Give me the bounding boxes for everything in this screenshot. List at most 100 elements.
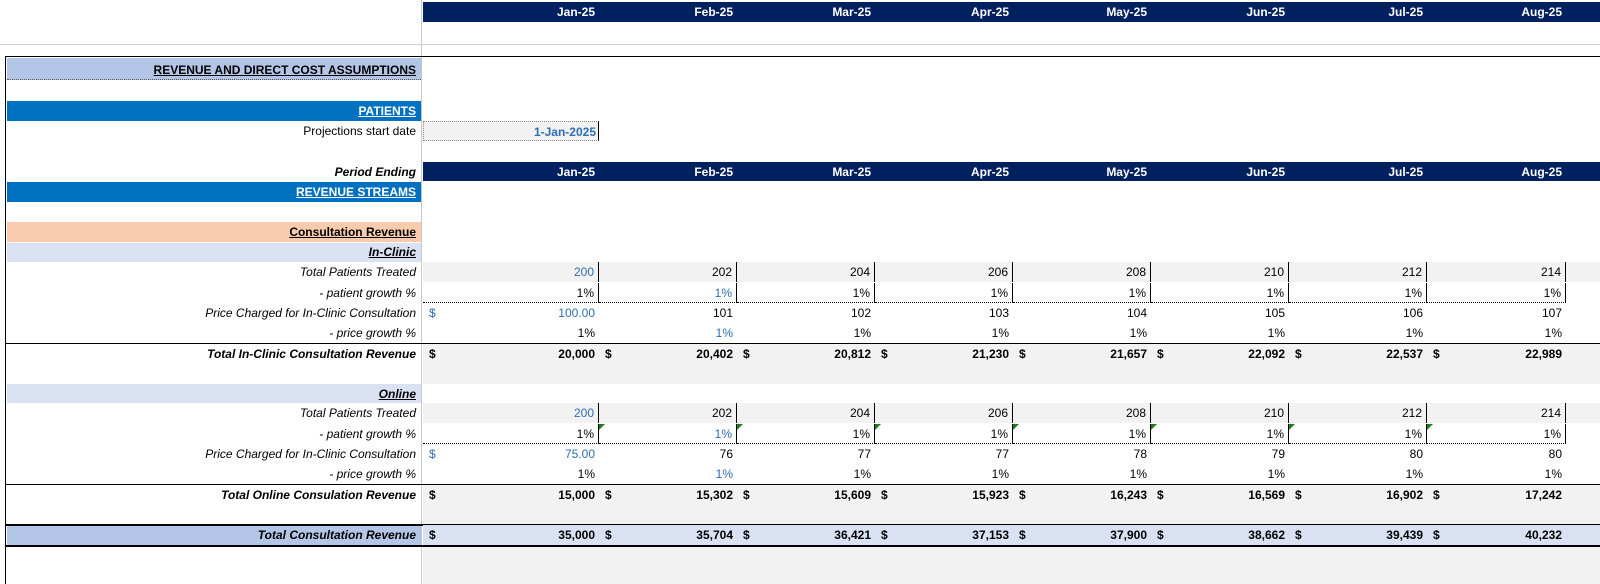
in-clinic-patients-cell-6: 212 [1289,262,1427,282]
online-price-cell-0[interactable]: $75.00 [423,444,599,464]
cell-value: 100.00 [558,306,595,320]
patients-band [7,101,421,121]
online-price-cell-1: 76 [599,444,737,464]
cell-value: 40,232 [1525,528,1562,542]
dollar-sign: $ [1433,347,1440,361]
dollar-sign: $ [605,488,612,502]
online-price-growth-cell-1[interactable]: 1% [599,464,737,484]
in-clinic-price-cell-3: 103 [875,303,1013,323]
online-price-growth-cell-5: 1% [1151,464,1289,484]
cell-value: 1% [1128,286,1146,300]
online-patient-growth-cell-7: 1% [1427,424,1566,444]
total-consultation-row: $35,000 $35,704 $36,421 $37,153 $37,900 $38,6… [423,525,1600,545]
online-total-cell-2: $15,609 [737,485,875,505]
online-patient-growth-label: - patient growth % [319,427,416,441]
cell-value: 206 [987,406,1008,420]
period-month-cells: Jan-25 Feb-25 Mar-25 Apr-25 May-25 Jun-25 Jul-… [423,162,1600,181]
in-clinic-patients-cell-3: 206 [875,262,1013,282]
online-patients-cell-3: 206 [875,403,1013,423]
in-clinic-patients-row: 200 202 204 206 208 210 212 214 [423,262,1600,282]
dollar-sign: $ [1157,347,1164,361]
cell-value: 37,153 [972,528,1009,542]
total-consultation-cell-1: $35,704 [599,525,737,545]
cell-value: 208 [1125,265,1146,279]
cell-value: 15,302 [696,488,733,502]
cell-value: 208 [1125,406,1146,420]
online-total-cell-7: $17,242 [1427,485,1566,505]
in-clinic-price-growth-cell-6: 1% [1289,323,1427,343]
online-patient-growth-cell-6: 1% [1289,424,1427,444]
dollar-sign: $ [1019,347,1026,361]
in-clinic-total-cell-2: $20,812 [737,344,875,364]
in-clinic-patient-growth-cell-5: 1% [1151,283,1289,303]
online-total-cell-0: $15,000 [423,485,599,505]
online-price-growth-row: 1% 1% 1% 1% 1% 1% 1% 1% [423,464,1600,484]
dollar-sign: $ [429,347,436,361]
cell-value: 1% [853,467,871,481]
in-clinic-price-growth-cell-3: 1% [875,323,1013,343]
comment-indicator-icon [1013,424,1019,430]
in-clinic-patient-growth-cell-3: 1% [875,283,1013,303]
cell-value: 21,230 [972,347,1009,361]
total-consultation-cell-3: $37,153 [875,525,1013,545]
cell-value: 1% [990,427,1008,441]
in-clinic-price-growth-cell-1[interactable]: 1% [599,323,737,343]
cell-value: 36,421 [834,528,871,542]
in-clinic-patient-growth-cell-1[interactable]: 1% [599,283,737,303]
online-heading: Online [378,387,416,401]
cell-value: 39,439 [1386,528,1423,542]
online-total-cell-6: $16,902 [1289,485,1427,505]
online-patients-row: 200 202 204 206 208 210 212 214 [423,403,1600,423]
online-patient-growth-cell-1[interactable]: 1% [599,424,737,444]
cell-value: 22,537 [1386,347,1423,361]
cell-value: 1% [991,326,1009,340]
online-total-row: $15,000 $15,302 $15,609 $15,923 $16,243 $16,5… [423,485,1600,524]
cell-value: 77 [857,447,871,461]
in-clinic-patient-growth-cell-2: 1% [737,283,875,303]
projections-start-date-input[interactable]: 1-Jan-2025 [423,121,599,141]
cell-value: 1% [852,427,870,441]
cell-value: 79 [1271,447,1285,461]
dollar-sign: $ [743,528,750,542]
dollar-sign: $ [1157,528,1164,542]
in-clinic-patients-cell-0[interactable]: 200 [423,262,599,282]
in-clinic-price-cell-7: 107 [1427,303,1566,323]
period-ending-header: Jan-25 Feb-25 Mar-25 Apr-25 May-25 Jun-25 Jul-… [423,162,1600,181]
in-clinic-price-cell-0[interactable]: $100.00 [423,303,599,323]
period-month-header-cell-7: Aug-25 [1521,164,1562,179]
total-consultation-cell-0: $35,000 [423,525,599,545]
online-patient-growth-cell-5: 1% [1151,424,1289,444]
cell-value: 212 [1401,265,1422,279]
online-total-cell-3: $15,923 [875,485,1013,505]
cell-value: 1% [1128,427,1146,441]
in-clinic-price-label: Price Charged for In-Clinic Consultation [205,306,416,320]
cell-value: 1% [1405,467,1423,481]
assumptions-title-band [7,58,421,80]
in-clinic-patient-growth-cell-4: 1% [1013,283,1151,303]
cell-value: 1% [1129,467,1147,481]
total-consultation-band [7,526,421,545]
bottom-gray-area [423,547,1600,584]
period-ending-label: Period Ending [334,165,416,179]
online-price-cell-3: 77 [875,444,1013,464]
cell-value: 200 [573,406,594,420]
online-patients-cell-0[interactable]: 200 [423,403,599,423]
dollar-sign: $ [1157,488,1164,502]
dollar-sign: $ [1019,528,1026,542]
total-consultation-cell-2: $36,421 [737,525,875,545]
top-month-header-cell-5: Jun-25 [1246,5,1285,19]
projections-start-date-value: 1-Jan-2025 [533,125,596,139]
dollar-sign: $ [881,347,888,361]
cell-value: 21,657 [1110,347,1147,361]
dollar-sign: $ [605,528,612,542]
online-price-growth-cell-7: 1% [1427,464,1566,484]
in-clinic-price-growth-cell-2: 1% [737,323,875,343]
online-price-cell-4: 78 [1013,444,1151,464]
top-month-header-cell-6: Jul-25 [1388,5,1423,19]
cell-value: 1% [714,427,732,441]
top-month-header-cell-4: May-25 [1106,5,1147,19]
cell-value: 76 [719,447,733,461]
projections-label: Projections start date [303,124,416,138]
period-month-header-cell-3: Apr-25 [970,164,1009,179]
cell-value: 1% [1266,427,1284,441]
